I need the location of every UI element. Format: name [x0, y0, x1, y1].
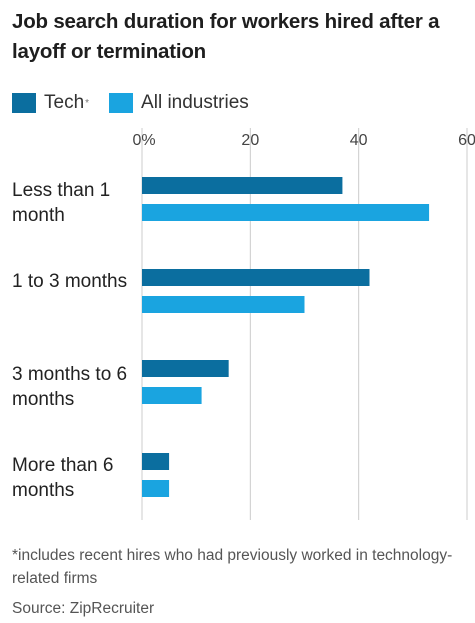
legend-item-tech: Tech * — [12, 92, 89, 114]
category-label: Less than 1 month — [12, 180, 111, 226]
legend-swatch-all-industries — [109, 93, 134, 113]
category-label: 3 months to 6 months — [12, 364, 128, 410]
chart-title: Job search duration for workers hired af… — [12, 10, 440, 63]
x-tick-label: 20 — [241, 132, 259, 149]
bar-all-industries — [142, 387, 202, 404]
legend: Tech * All industries — [12, 89, 269, 117]
bar-tech — [142, 177, 343, 194]
category-label: 1 to 3 months — [12, 271, 128, 292]
bar-all-industries — [142, 204, 430, 221]
category-label: More than 6 months — [12, 455, 114, 501]
bar-tech — [142, 269, 370, 286]
x-tick-label: 0% — [132, 132, 155, 149]
legend-swatch-tech — [12, 93, 36, 113]
source-note: Source: ZipRecruiter — [12, 600, 155, 617]
legend-item-all-industries: All industries — [109, 92, 249, 114]
legend-label-all-industries: All industries — [141, 92, 249, 113]
footnote: *includes recent hires who had previousl… — [12, 547, 453, 587]
bar-tech — [142, 360, 229, 377]
x-tick-label: 60 — [458, 132, 475, 149]
bar-all-industries — [142, 296, 305, 313]
x-tick-label: 40 — [350, 132, 368, 149]
legend-label-tech: Tech — [44, 92, 85, 113]
bar-tech — [142, 453, 170, 470]
legend-footnote-marker: * — [85, 97, 90, 109]
bar-all-industries — [142, 480, 170, 497]
